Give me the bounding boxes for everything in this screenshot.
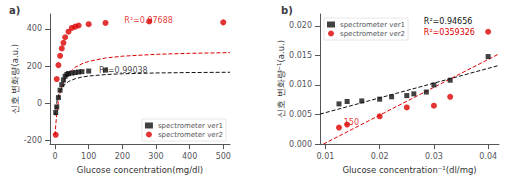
- svg-text:200: 200: [115, 152, 130, 161]
- svg-text:0: 0: [37, 99, 42, 108]
- svg-text:R²=0359326: R²=0359326: [424, 28, 475, 37]
- svg-text:spectrometer ver2: spectrometer ver2: [158, 131, 223, 139]
- svg-text:Glucose concentration(mg/dl): Glucose concentration(mg/dl): [77, 165, 203, 175]
- svg-text:0: 0: [52, 152, 57, 161]
- svg-text:0.010: 0.010: [289, 80, 312, 89]
- svg-text:0.03: 0.03: [425, 152, 443, 161]
- svg-text:100: 100: [81, 152, 96, 161]
- svg-text:spectrometer ver1: spectrometer ver1: [158, 122, 223, 130]
- svg-text:300: 300: [148, 152, 163, 161]
- svg-text:신호 변화량⁻¹(a.u.): 신호 변화량⁻¹(a.u.): [276, 40, 286, 118]
- svg-text:spectrometer ver1: spectrometer ver1: [340, 21, 405, 29]
- svg-text:신호 변화량(a.u.): 신호 변화량(a.u.): [10, 44, 20, 114]
- svg-text:500: 500: [216, 152, 231, 161]
- svg-text:b): b): [281, 5, 293, 16]
- svg-text:0.005: 0.005: [289, 110, 312, 119]
- svg-text:a): a): [9, 5, 20, 16]
- svg-text:0.020: 0.020: [289, 21, 312, 30]
- svg-text:R²=0.97688: R²=0.97688: [124, 16, 173, 25]
- svg-text:R²=0.94656: R²=0.94656: [424, 17, 473, 26]
- svg-text:400: 400: [27, 24, 42, 33]
- svg-text:0.02: 0.02: [371, 152, 389, 161]
- svg-text:Glucose concentration⁻¹(dl/mg): Glucose concentration⁻¹(dl/mg): [342, 165, 476, 175]
- svg-text:400: 400: [182, 152, 197, 161]
- svg-text:0.015: 0.015: [289, 51, 312, 60]
- svg-text:0.01: 0.01: [317, 152, 335, 161]
- svg-text:150: 150: [344, 118, 359, 127]
- svg-text:-200: -200: [24, 136, 42, 145]
- svg-text:R²=0.99038: R²=0.99038: [99, 66, 148, 75]
- svg-text:0.04: 0.04: [479, 152, 497, 161]
- svg-text:200: 200: [27, 62, 42, 71]
- svg-text:spectrometer ver2: spectrometer ver2: [340, 30, 405, 38]
- svg-text:0.000: 0.000: [289, 140, 312, 149]
